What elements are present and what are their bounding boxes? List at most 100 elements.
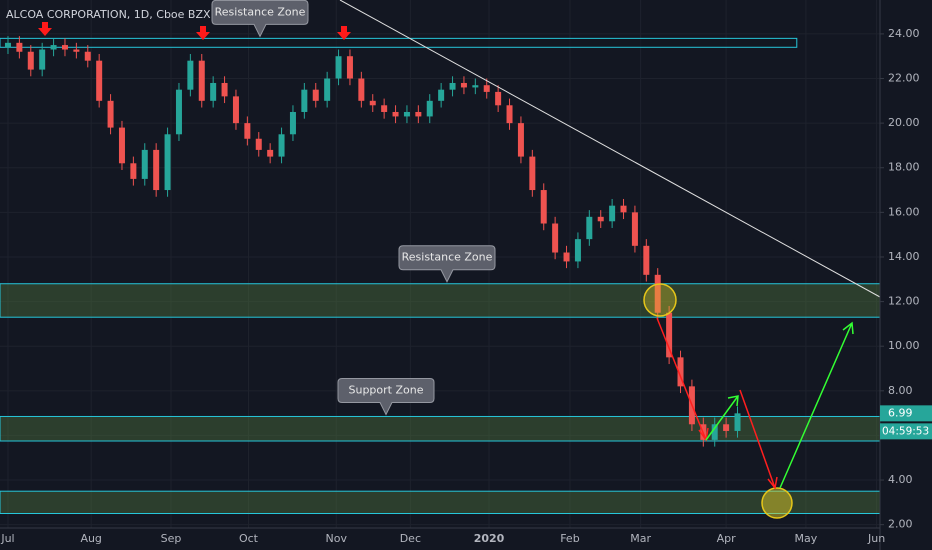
candle-body xyxy=(517,123,524,157)
candle-body xyxy=(495,91,502,106)
candle-body xyxy=(198,60,205,101)
y-tick-label: 10.00 xyxy=(888,339,920,352)
callout-box xyxy=(211,0,309,38)
candle-body xyxy=(540,190,547,224)
zone xyxy=(0,37,798,48)
countdown-box xyxy=(880,423,932,440)
candle-body xyxy=(529,156,536,191)
candle-body xyxy=(472,85,479,88)
candle-body xyxy=(130,163,137,179)
zone xyxy=(0,415,880,442)
candle-body xyxy=(358,78,365,101)
y-tick-label: 12.00 xyxy=(888,295,920,308)
callouts: Resistance Zone Resistance Zone Support Zo… xyxy=(211,0,496,416)
x-tick-label: Nov xyxy=(326,532,348,545)
candle-body xyxy=(84,51,91,61)
x-tick-label: Sep xyxy=(161,532,182,545)
candle-body xyxy=(232,96,239,124)
candle-body xyxy=(369,100,376,106)
candle-body xyxy=(153,149,160,191)
x-tick-label: Jun xyxy=(867,532,885,545)
zone xyxy=(0,283,880,318)
y-tick-label: 16.00 xyxy=(888,205,920,218)
candle-body xyxy=(267,149,274,157)
candle-body xyxy=(312,89,319,101)
candle-body xyxy=(118,127,125,164)
candle-body xyxy=(711,424,718,440)
x-tick-label: May xyxy=(795,532,818,545)
candle-body xyxy=(61,45,68,50)
y-tick-label: 20.00 xyxy=(888,116,920,129)
candle-body xyxy=(73,49,80,52)
candle-body xyxy=(460,82,467,88)
candle-body xyxy=(654,274,661,313)
candle-body xyxy=(449,82,456,90)
candle-body xyxy=(175,89,182,135)
last-price-label: 6.99 xyxy=(888,406,913,419)
candle-body xyxy=(301,89,308,112)
candle-body xyxy=(677,357,684,387)
candle-body xyxy=(324,78,331,101)
candle-body xyxy=(335,56,342,79)
projection-arrows xyxy=(656,317,854,490)
candle-body xyxy=(164,134,171,191)
trend-line xyxy=(339,0,880,298)
x-tick-label: Oct xyxy=(239,532,259,545)
candle-body xyxy=(586,216,593,240)
y-tick-label: 18.00 xyxy=(888,161,920,174)
zone-label: Support Zone xyxy=(349,383,424,396)
arrow-up xyxy=(779,321,854,489)
candle-body xyxy=(666,312,673,358)
annotations xyxy=(38,0,880,519)
candle-body xyxy=(96,60,103,101)
candle-body xyxy=(16,42,23,52)
candle-body xyxy=(4,42,11,48)
callout-box xyxy=(398,245,496,283)
candle-body xyxy=(483,85,490,92)
candle-body xyxy=(210,82,217,101)
x-tick-label: 2020 xyxy=(474,532,505,545)
x-tick-label: Aug xyxy=(80,532,101,545)
candle-body xyxy=(609,205,616,222)
candle-body xyxy=(381,105,388,112)
candle-body xyxy=(574,239,581,262)
candle-body xyxy=(27,51,34,70)
x-tick-label: Apr xyxy=(717,532,737,545)
candle-body xyxy=(552,223,559,253)
candles xyxy=(4,36,741,447)
candle-body xyxy=(244,123,251,139)
candle-body xyxy=(392,111,399,117)
candle-body xyxy=(734,413,741,431)
zones xyxy=(0,37,880,515)
zone-label: Resistance Zone xyxy=(215,5,306,18)
peak-marker xyxy=(38,22,52,36)
zone xyxy=(0,490,880,515)
axes: 2.004.006.008.0010.0012.0014.0016.0018.0… xyxy=(0,27,932,545)
candle-body xyxy=(346,56,353,79)
callout-box xyxy=(337,377,435,416)
candle-body xyxy=(723,424,730,431)
candle-body xyxy=(141,149,148,179)
x-tick-label: Mar xyxy=(630,532,651,545)
last-price-box xyxy=(880,405,932,422)
chart-title: ALCOA CORPORATION, 1D, Cboe BZX xyxy=(6,8,211,21)
y-tick-label: 14.00 xyxy=(888,250,920,263)
candle-body xyxy=(255,138,262,150)
y-tick-label: 24.00 xyxy=(888,27,920,40)
arrow-down xyxy=(739,389,778,490)
candle-body xyxy=(289,111,296,135)
x-tick-label: Feb xyxy=(560,532,579,545)
candle-body xyxy=(506,105,513,124)
arrow-up xyxy=(705,395,739,441)
candle-body xyxy=(415,111,422,117)
candle-body xyxy=(631,212,638,246)
candle-body xyxy=(50,45,57,50)
x-tick-label: Jul xyxy=(0,532,14,545)
candle-body xyxy=(426,100,433,117)
candle-body xyxy=(563,252,570,262)
countdown-label: 04:59:53 xyxy=(882,425,929,437)
candle-body xyxy=(278,134,285,157)
candle-body xyxy=(39,49,46,70)
candle-body xyxy=(643,245,650,275)
